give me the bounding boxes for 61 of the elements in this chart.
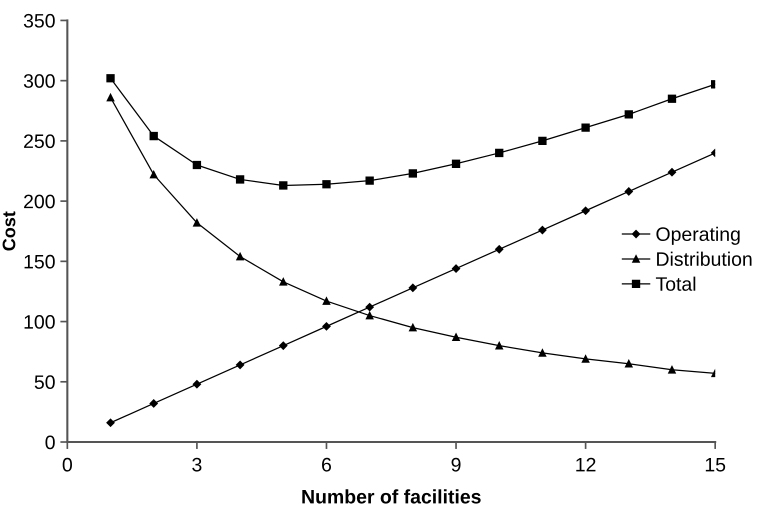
point [279,181,288,190]
x-axis-title: Number of facilities [302,489,481,504]
point [236,175,244,184]
point [495,245,504,254]
point [322,180,331,188]
y-tick-label: 150 [24,254,55,269]
x-tick-label: 9 [452,458,461,472]
point [538,136,547,146]
x-tick-label: 0 [62,458,72,472]
y-tick-label: 350 [24,14,55,28]
point [581,123,590,132]
point [150,132,158,140]
point [668,366,676,374]
point [624,360,633,368]
point [193,218,201,227]
point [452,333,460,342]
x-tick-label: 3 [192,458,202,472]
point [408,284,417,292]
point [365,176,374,185]
point [538,349,546,357]
point [408,169,418,178]
point [495,148,504,158]
y-axis-title: Cost [2,211,16,251]
point [192,160,202,170]
point [279,342,288,350]
point [236,360,244,370]
point [366,302,374,312]
point [106,74,115,82]
point [322,297,330,305]
legend-label: Operating [656,226,740,245]
point [106,418,115,427]
point [236,252,244,260]
y-tick-label: 100 [24,315,55,329]
point [668,94,676,103]
x-tick-label: 15 [706,458,726,472]
y-tick-label: 250 [24,134,55,148]
point [668,168,676,176]
point [582,355,590,363]
point [452,264,460,273]
point [322,322,331,331]
y-tick-label: 50 [34,375,55,390]
legend-label: Distribution [657,252,752,266]
point [150,399,158,408]
point [192,380,202,388]
point [624,110,633,119]
x-tick-label: 12 [576,458,596,472]
point [409,324,417,332]
y-tick-label: 200 [24,194,55,208]
point [452,160,460,168]
point [150,170,158,178]
y-tick-label: 0 [45,435,55,450]
point [495,342,504,350]
x-tick-label: 6 [322,458,332,472]
point [106,94,114,102]
y-tick-label: 300 [24,74,55,88]
point [538,226,547,234]
point [581,206,590,215]
point [279,278,288,286]
legend-label: Total [656,276,696,291]
point [366,312,374,320]
point [624,187,633,196]
